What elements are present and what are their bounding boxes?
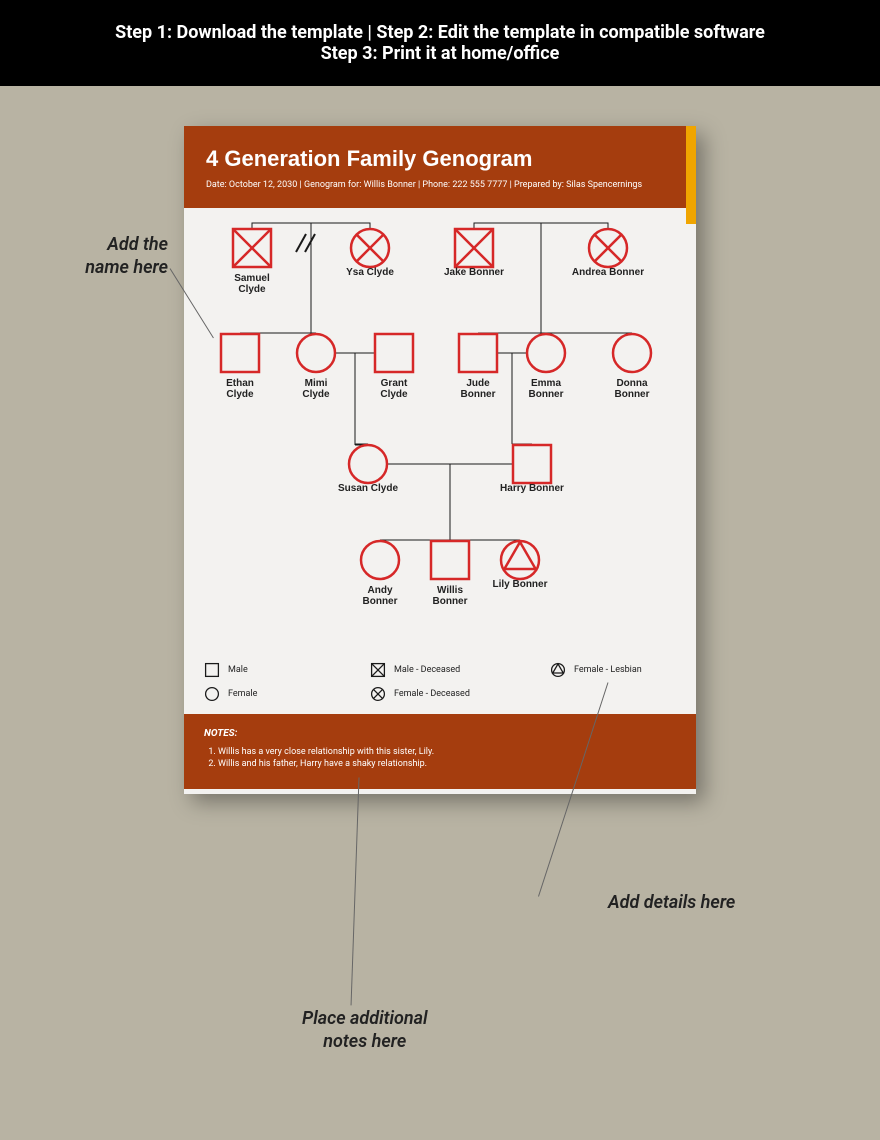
genogram-diagram: SamuelClydeYsa ClydeJake BonnerAndrea Bo…	[184, 208, 696, 662]
node-ysa: Ysa Clyde	[346, 229, 394, 278]
node-samuel: SamuelClyde	[233, 229, 271, 295]
svg-text:Ethan: Ethan	[226, 378, 254, 389]
svg-text:Emma: Emma	[531, 378, 561, 389]
document-header: 4 Generation Family Genogram Date: Octob…	[184, 126, 696, 208]
svg-text:Grant: Grant	[381, 378, 408, 389]
svg-text:Ysa Clyde: Ysa Clyde	[346, 267, 394, 278]
instruction-line-1: Step 1: Download the template | Step 2: …	[30, 22, 850, 43]
svg-text:Bonner: Bonner	[461, 389, 496, 400]
node-willis: WillisBonner	[431, 541, 469, 607]
legend-label: Male - Deceased	[394, 665, 460, 675]
svg-text:Bonner: Bonner	[363, 596, 398, 607]
svg-text:Mimi: Mimi	[305, 378, 328, 389]
node-lily: Lily Bonner	[492, 541, 547, 590]
svg-text:Clyde: Clyde	[302, 389, 330, 400]
svg-text:Samuel: Samuel	[234, 273, 270, 284]
document: 4 Generation Family Genogram Date: Octob…	[184, 126, 696, 794]
instruction-bar: Step 1: Download the template | Step 2: …	[0, 0, 880, 86]
legend: Male Male - Deceased Female - Lesbian Femal…	[184, 662, 696, 714]
document-meta: Date: October 12, 2030 | Genogram for: W…	[206, 180, 674, 190]
legend-item: Female	[204, 686, 370, 702]
instruction-line-2: Step 3: Print it at home/office	[30, 43, 850, 64]
legend-label: Female	[228, 689, 257, 699]
legend-item: Female - Deceased	[370, 686, 550, 702]
node-grant: GrantClyde	[375, 334, 413, 400]
canvas: 4 Generation Family Genogram Date: Octob…	[0, 86, 880, 1122]
callout-name: Add thename here	[38, 234, 168, 279]
node-harry: Harry Bonner	[500, 445, 564, 494]
svg-text:Harry Bonner: Harry Bonner	[500, 483, 564, 494]
document-footer: NOTES: Willis has a very close relations…	[184, 714, 696, 789]
callout-line	[351, 777, 360, 1005]
svg-text:Donna: Donna	[616, 378, 648, 389]
node-emma: EmmaBonner	[527, 334, 565, 400]
svg-text:Clyde: Clyde	[238, 284, 266, 295]
svg-text:Clyde: Clyde	[226, 389, 254, 400]
node-jude: JudeBonner	[459, 334, 497, 400]
note-item: Willis has a very close relationship wit…	[218, 747, 676, 757]
document-title: 4 Generation Family Genogram	[206, 146, 674, 172]
svg-text:Clyde: Clyde	[380, 389, 408, 400]
node-susan: Susan Clyde	[338, 445, 398, 494]
svg-text:Willis: Willis	[437, 585, 463, 596]
node-jake: Jake Bonner	[444, 229, 504, 278]
legend-item: Female - Lesbian	[550, 662, 670, 678]
callout-details: Add details here	[608, 892, 735, 915]
node-donna: DonnaBonner	[613, 334, 651, 400]
node-andy: AndyBonner	[361, 541, 399, 607]
svg-text:Andy: Andy	[368, 585, 393, 596]
callout-notes: Place additionalnotes here	[302, 1008, 428, 1053]
legend-item: Male - Deceased	[370, 662, 550, 678]
svg-text:Bonner: Bonner	[615, 389, 650, 400]
legend-item: Male	[204, 662, 370, 678]
legend-label: Male	[228, 665, 248, 675]
node-mimi: MimiClyde	[297, 334, 335, 400]
svg-text:Andrea Bonner: Andrea Bonner	[572, 267, 644, 278]
node-andrea: Andrea Bonner	[572, 229, 644, 278]
node-ethan: EthanClyde	[221, 334, 259, 400]
svg-text:Jude: Jude	[466, 378, 490, 389]
svg-text:Susan Clyde: Susan Clyde	[338, 483, 398, 494]
notes-heading: NOTES:	[204, 728, 676, 739]
svg-text:Bonner: Bonner	[529, 389, 564, 400]
notes-list: Willis has a very close relationship wit…	[204, 747, 676, 769]
svg-text:Jake Bonner: Jake Bonner	[444, 267, 504, 278]
legend-label: Female - Deceased	[394, 689, 470, 699]
note-item: Willis and his father, Harry have a shak…	[218, 759, 676, 769]
svg-text:Lily Bonner: Lily Bonner	[492, 579, 547, 590]
svg-text:Bonner: Bonner	[433, 596, 468, 607]
legend-label: Female - Lesbian	[574, 665, 642, 675]
